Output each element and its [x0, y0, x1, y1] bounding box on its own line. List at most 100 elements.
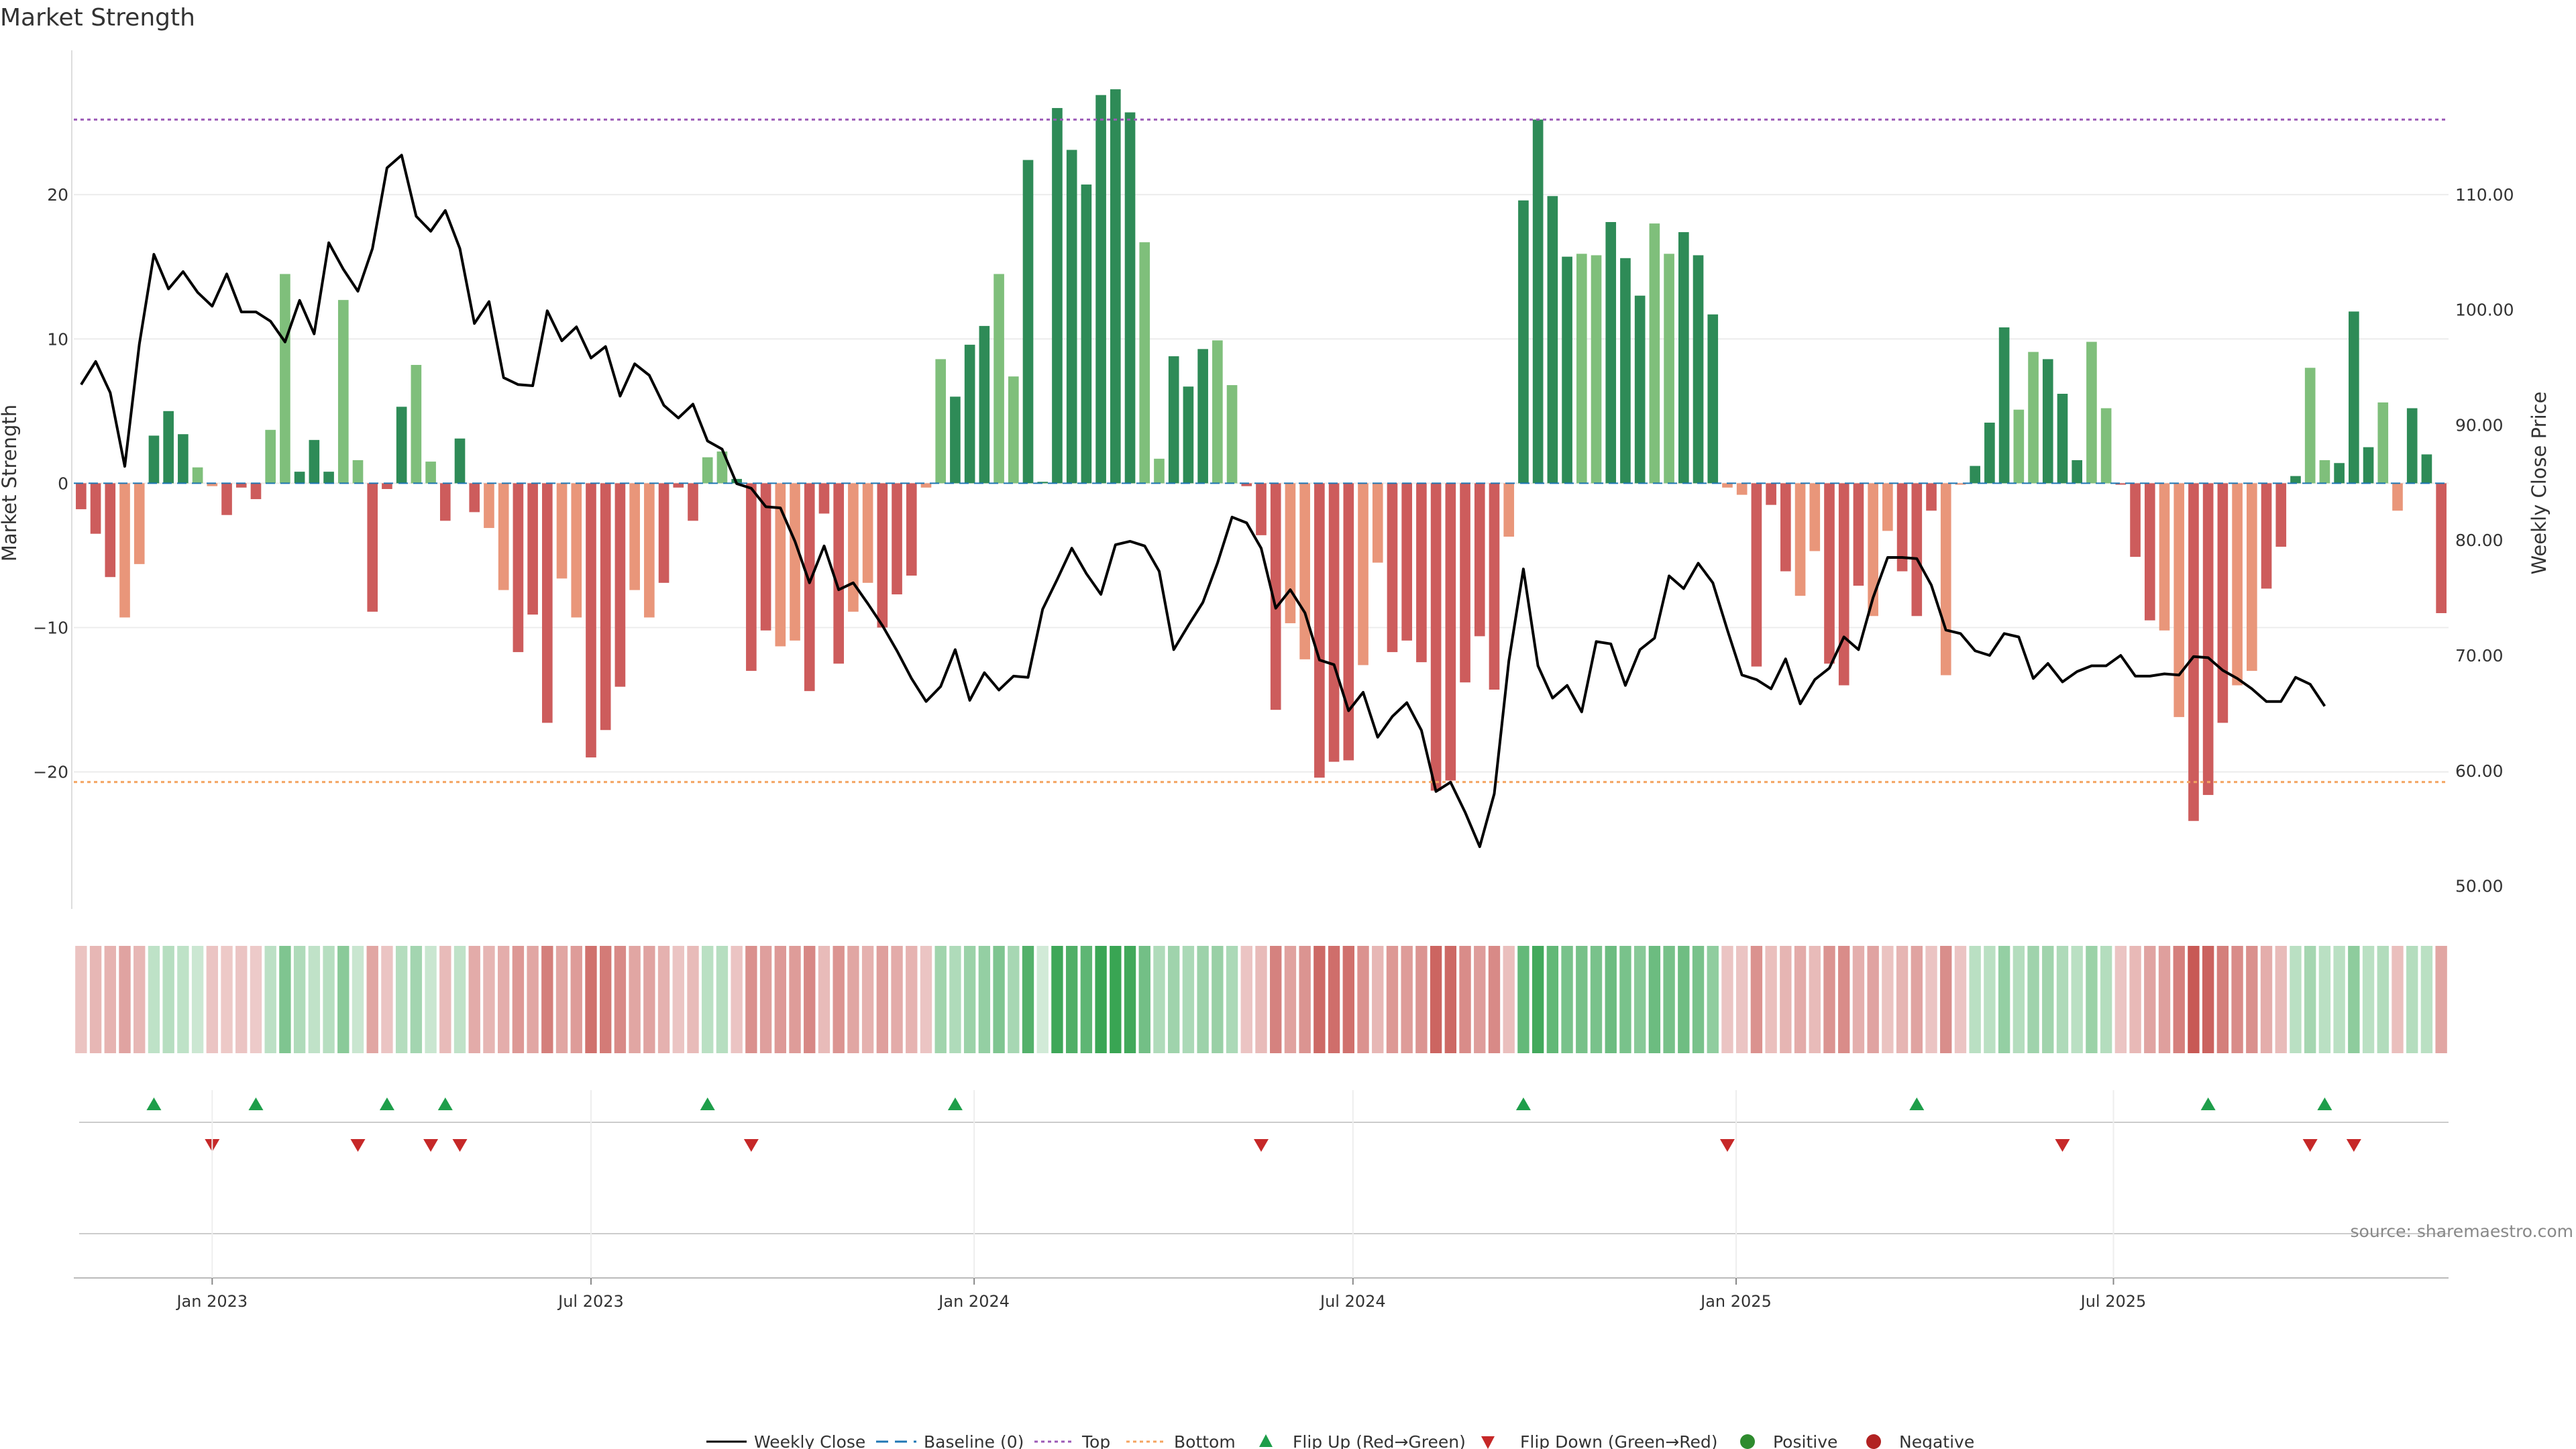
flip-down-marker	[350, 1139, 366, 1152]
strength-bar-negative	[833, 483, 845, 664]
ribbon-cell	[1313, 946, 1326, 1053]
ribbon-cell	[323, 946, 335, 1053]
strength-bar-positive	[352, 460, 364, 484]
ribbon-cell	[2202, 946, 2214, 1053]
strength-bar-negative	[1911, 483, 1923, 616]
strength-bar-positive	[2363, 447, 2374, 484]
strength-bar-negative	[1926, 483, 1937, 511]
ribbon-cell	[818, 946, 830, 1053]
y-tick-label: 0	[58, 474, 68, 493]
ribbon-cell	[308, 946, 321, 1053]
strength-bar-negative	[1736, 483, 1748, 495]
ribbon-cell	[1051, 946, 1063, 1053]
strength-bar-negative	[2202, 483, 2214, 796]
strength-bar-positive	[1168, 356, 1179, 484]
ribbon-cell	[1809, 946, 1821, 1053]
ribbon-cell	[2362, 946, 2375, 1053]
strength-bar-positive	[1197, 349, 1208, 484]
strength-bar-negative	[367, 483, 378, 612]
flip-up-marker	[248, 1097, 264, 1110]
ribbon-cell	[2260, 946, 2273, 1053]
strength-bar-positive	[2013, 409, 2025, 484]
strength-bar-positive	[2086, 341, 2097, 484]
x-tick-label: Jan 2024	[937, 1292, 1010, 1311]
ribbon-cell	[1401, 946, 1413, 1053]
flip-up-marker	[437, 1097, 453, 1110]
strength-bar-negative	[119, 483, 130, 618]
ribbon-cell	[366, 946, 378, 1053]
y2-tick-label: 50.00	[2455, 877, 2504, 896]
strength-bar-positive	[935, 359, 947, 484]
ribbon-cell	[1036, 946, 1049, 1053]
strength-bar-negative	[2436, 483, 2447, 613]
y-tick-label: −10	[33, 619, 68, 638]
ribbon-cell	[1692, 946, 1705, 1053]
strength-bar-negative	[513, 483, 524, 653]
ribbon-cell	[104, 946, 116, 1053]
strength-bar-positive	[994, 274, 1004, 484]
ribbon-cell	[1095, 946, 1107, 1053]
flip-markers-panel	[79, 1097, 2449, 1234]
strength-bar-negative	[133, 483, 145, 564]
ribbon-cell	[672, 946, 684, 1053]
strength-bar-positive	[1022, 160, 1034, 484]
y2-tick-label: 100.00	[2455, 301, 2514, 320]
ribbon-cell	[1240, 946, 1252, 1053]
legend-flip-down-icon	[1481, 1436, 1495, 1449]
strength-bar-positive	[2319, 460, 2330, 484]
strength-bar-positive	[280, 274, 290, 484]
ribbon-cell	[1270, 946, 1282, 1053]
y-tick-label: −20	[33, 763, 68, 782]
ribbon-cell	[2173, 946, 2185, 1053]
source-note: source: sharemaestro.com	[2351, 1222, 2574, 1241]
ribbon-cell	[759, 946, 772, 1053]
strength-bar-negative	[1853, 483, 1864, 586]
ribbon-cell	[1386, 946, 1399, 1053]
strength-bar-negative	[1299, 483, 1310, 659]
ribbon-cell	[1488, 946, 1501, 1053]
ribbon-cell	[497, 946, 510, 1053]
ribbon-cell	[1546, 946, 1559, 1053]
ribbon-cell	[1954, 946, 1967, 1053]
ribbon-cell	[1896, 946, 1909, 1053]
ribbon-cell	[2377, 946, 2389, 1053]
strength-bar-positive	[1605, 222, 1617, 484]
y-axis-ticks: 20 10 0 −10 −20	[33, 185, 68, 782]
strength-bar-positive	[1998, 327, 2010, 484]
ribbon-cell	[934, 946, 947, 1053]
strength-bar-positive	[2421, 454, 2432, 484]
strength-bar-positive	[2377, 402, 2389, 484]
strength-bar-positive	[1970, 466, 1980, 484]
strength-bar-positive	[1095, 95, 1106, 484]
strength-bar-negative	[2174, 483, 2185, 717]
strength-bar-positive	[192, 467, 203, 484]
strength-bar-positive	[1649, 223, 1660, 484]
strength-bar-negative	[2261, 483, 2272, 589]
strength-bar-negative	[775, 483, 786, 647]
ribbon-cell	[570, 946, 582, 1053]
ribbon-cell	[1590, 946, 1603, 1053]
strength-bar-positive	[2028, 352, 2039, 484]
ribbon-cell	[1182, 946, 1195, 1053]
strength-bar-negative	[1955, 483, 1966, 485]
strength-bar-positive	[309, 439, 320, 484]
strength-bar-positive	[1634, 295, 1646, 484]
strength-bar-negative	[1314, 483, 1325, 778]
x-tick-label: Jul 2023	[557, 1292, 624, 1311]
ribbon-cell	[716, 946, 729, 1053]
ribbon-cell	[2290, 946, 2302, 1053]
strength-bar-negative	[1445, 483, 1456, 781]
strength-bar-negative	[1940, 483, 1951, 676]
legend-bottom: Bottom	[1174, 1432, 1236, 1449]
ribbon-cell	[2435, 946, 2447, 1053]
ribbon-cell	[337, 946, 350, 1053]
strength-bar-positive	[425, 462, 436, 484]
ribbon-cell	[600, 946, 612, 1053]
ribbon-cell	[993, 946, 1005, 1053]
ribbon-cell	[774, 946, 786, 1053]
strength-bar-negative	[1474, 483, 1485, 637]
ribbon-cell	[804, 946, 816, 1053]
ribbon-cell	[1415, 946, 1428, 1053]
ribbon-cell	[687, 946, 699, 1053]
strength-bar-positive	[148, 435, 160, 484]
